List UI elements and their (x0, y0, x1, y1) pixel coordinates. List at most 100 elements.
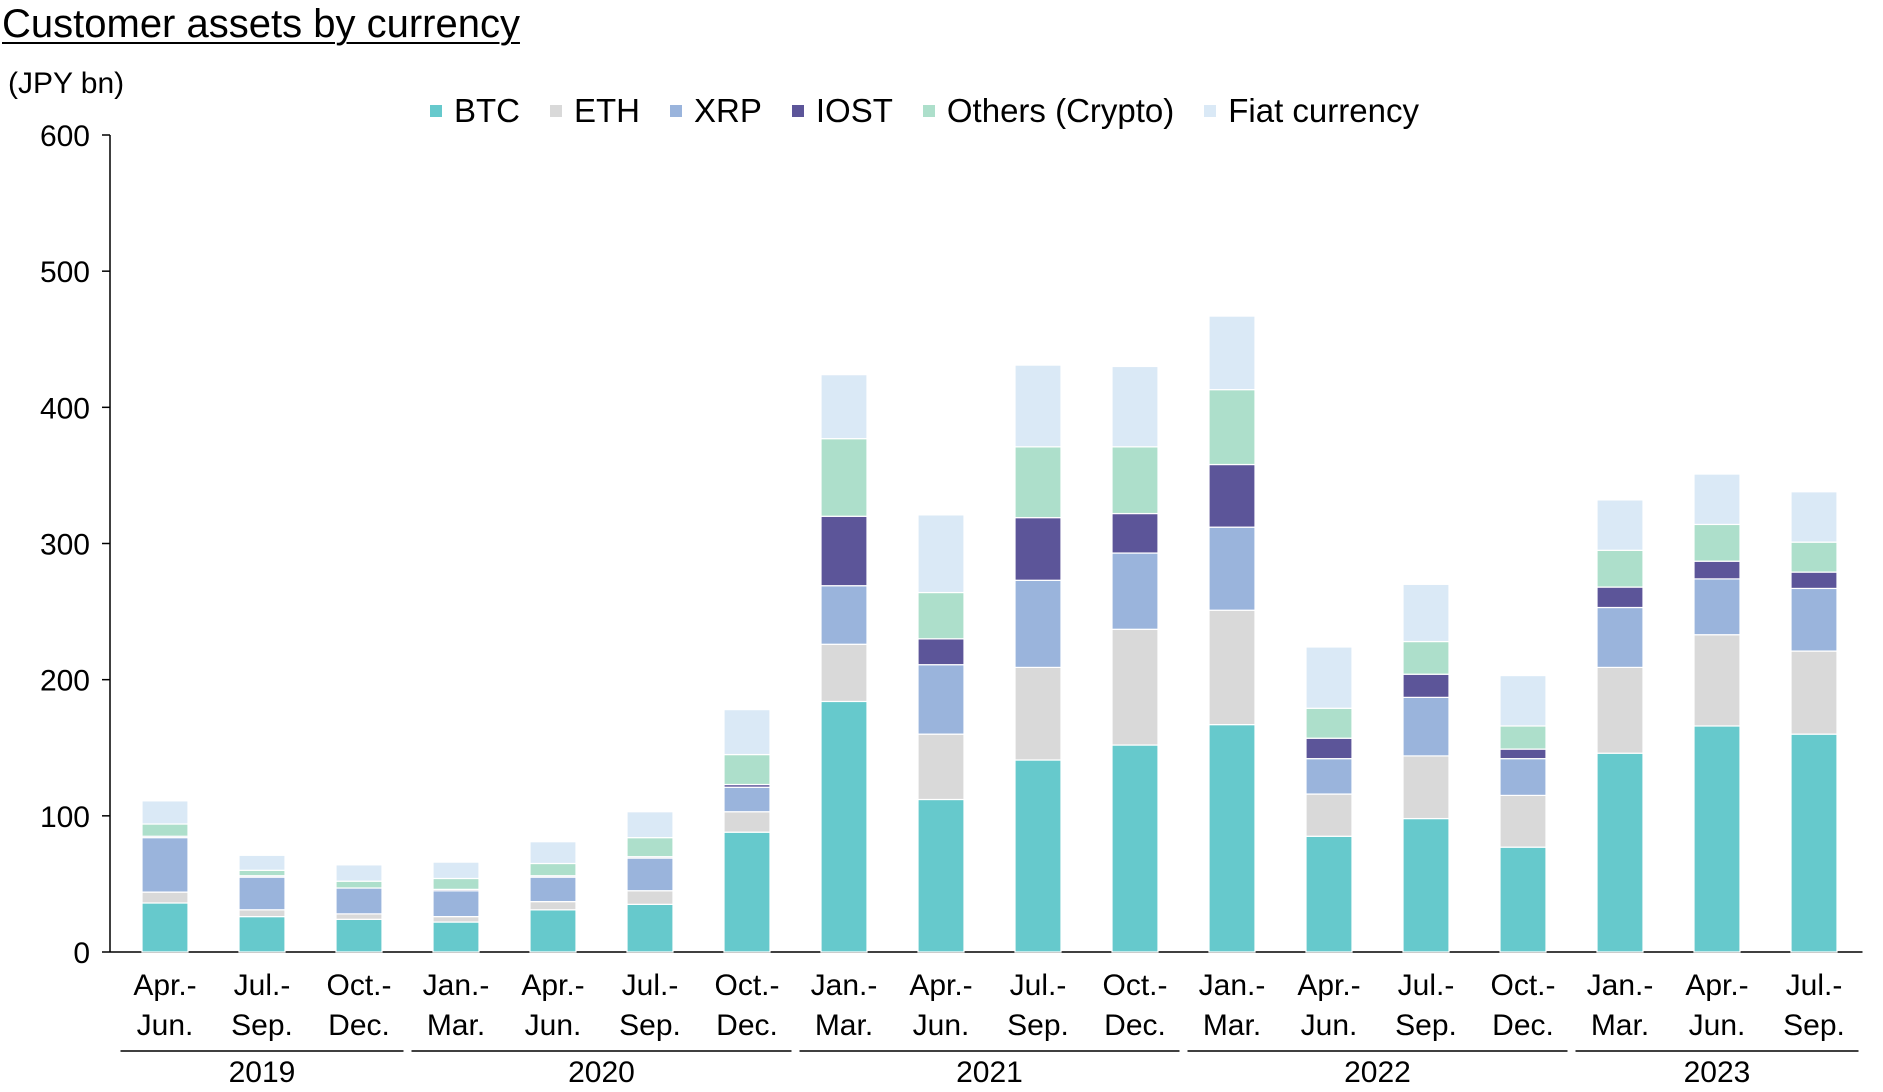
bar-segment (1402, 640, 1450, 675)
chart-title: Customer assets by currency (2, 2, 520, 46)
year-label: 2022 (1344, 1056, 1411, 1089)
bar-segment (238, 915, 286, 953)
year-label: 2019 (229, 1056, 296, 1089)
bar-segment (141, 902, 189, 953)
bar-segment (1693, 578, 1741, 636)
year-label: 2023 (1684, 1056, 1751, 1089)
legend-swatch (670, 105, 682, 117)
bar-segment (1305, 646, 1353, 709)
bar-segment (432, 915, 480, 923)
bar-segment (1790, 571, 1838, 590)
x-tick-label: Apr.- (1297, 969, 1360, 1002)
legend-item: ETH (550, 92, 640, 130)
bar-segment (1499, 846, 1547, 953)
bar-segment (723, 753, 771, 786)
chart-legend: BTC ETH XRP IOST Others (Crypto) Fiat currenc… (430, 92, 1449, 130)
bar-segment (238, 909, 286, 918)
y-tick-label: 200 (40, 665, 90, 698)
bar-segment (723, 831, 771, 953)
x-tick-label: Sep. (619, 1009, 681, 1042)
bar-segment (626, 857, 674, 892)
bar-segment (529, 876, 577, 903)
bar-segment (1693, 560, 1741, 580)
bar-segment (529, 909, 577, 953)
x-tick-label: Apr.- (909, 969, 972, 1002)
bar-segment (917, 514, 965, 594)
x-tick-label: Jul.- (1010, 969, 1067, 1002)
x-tick-label: Jun. (137, 1009, 194, 1042)
bar-segment (626, 811, 674, 839)
x-tick-label: Sep. (1395, 1009, 1457, 1042)
bar-segment (1111, 744, 1159, 953)
x-tick-label: Apr.- (521, 969, 584, 1002)
bar-segment (1305, 835, 1353, 953)
bar-segment (141, 891, 189, 904)
x-tick-label: Mar. (1203, 1009, 1261, 1042)
bar-segment (1111, 512, 1159, 554)
bar-segment (1499, 758, 1547, 797)
x-tick-label: Jul.- (1398, 969, 1455, 1002)
x-tick-label: Dec. (716, 1009, 778, 1042)
y-tick-label: 600 (40, 120, 90, 153)
year-label: 2021 (956, 1056, 1023, 1089)
bar-segment (1499, 748, 1547, 760)
x-tick-label: Mar. (427, 1009, 485, 1042)
legend-label: Fiat currency (1228, 92, 1419, 129)
legend-label: Others (Crypto) (946, 92, 1175, 129)
bar-segment (529, 901, 577, 911)
bar-segment (1208, 724, 1256, 953)
bar-segment (1014, 364, 1062, 448)
x-tick-label: Apr.- (133, 969, 196, 1002)
bar-segment (917, 591, 965, 640)
bar-segment (1014, 517, 1062, 581)
bar-segment (335, 880, 383, 889)
x-tick-label: Mar. (1591, 1009, 1649, 1042)
bar-segment (335, 864, 383, 882)
bar-segment (1790, 541, 1838, 573)
bar-segment (335, 913, 383, 920)
bar-segment (1305, 707, 1353, 739)
y-tick-label: 0 (73, 937, 90, 970)
year-label: 2020 (568, 1056, 635, 1089)
x-tick-label: Apr.- (1685, 969, 1748, 1002)
bar-segment (1111, 628, 1159, 746)
bar-segment (1693, 523, 1741, 562)
bar-segment (1305, 758, 1353, 795)
bar-segment (1693, 473, 1741, 526)
bar-segment (141, 837, 189, 893)
bar-segment (238, 869, 286, 877)
y-axis-unit-label: (JPY bn) (8, 67, 125, 100)
bar-segment (1596, 606, 1644, 669)
legend-item: BTC (430, 92, 520, 130)
legend-swatch (791, 105, 804, 117)
bar-segment (1208, 526, 1256, 611)
bar-segment (1402, 673, 1450, 698)
bar-segment (238, 876, 286, 911)
bar-segment (1499, 794, 1547, 848)
bar-segment (1596, 666, 1644, 754)
x-tick-label: Jan.- (1199, 969, 1266, 1002)
legend-label: XRP (694, 92, 762, 129)
bar-segment (432, 921, 480, 953)
bar-segment (1208, 609, 1256, 726)
legend-item: Fiat currency (1204, 92, 1419, 130)
bar-segment (1208, 315, 1256, 391)
x-tick-label: Jun. (1301, 1009, 1358, 1042)
bar-segment (1402, 817, 1450, 953)
bar-segment (1402, 583, 1450, 643)
bar-segment (723, 709, 771, 756)
bar-segment (917, 798, 965, 953)
bar-segment (626, 903, 674, 953)
x-tick-label: Oct.- (1491, 969, 1556, 1002)
y-tick-label: 400 (40, 392, 90, 425)
x-tick-label: Oct.- (1103, 969, 1168, 1002)
bar-segment (626, 890, 674, 905)
bar-segment (432, 890, 480, 918)
legend-label: IOST (815, 92, 893, 129)
bar-segment (1596, 499, 1644, 551)
bar-segment (820, 585, 868, 645)
x-tick-label: Dec. (1104, 1009, 1166, 1042)
x-tick-label: Oct.- (715, 969, 780, 1002)
x-tick-label: Dec. (328, 1009, 390, 1042)
